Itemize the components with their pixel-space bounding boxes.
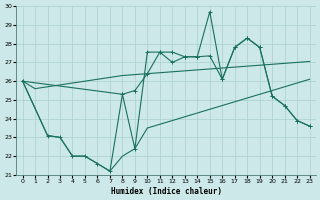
X-axis label: Humidex (Indice chaleur): Humidex (Indice chaleur) [111,187,221,196]
